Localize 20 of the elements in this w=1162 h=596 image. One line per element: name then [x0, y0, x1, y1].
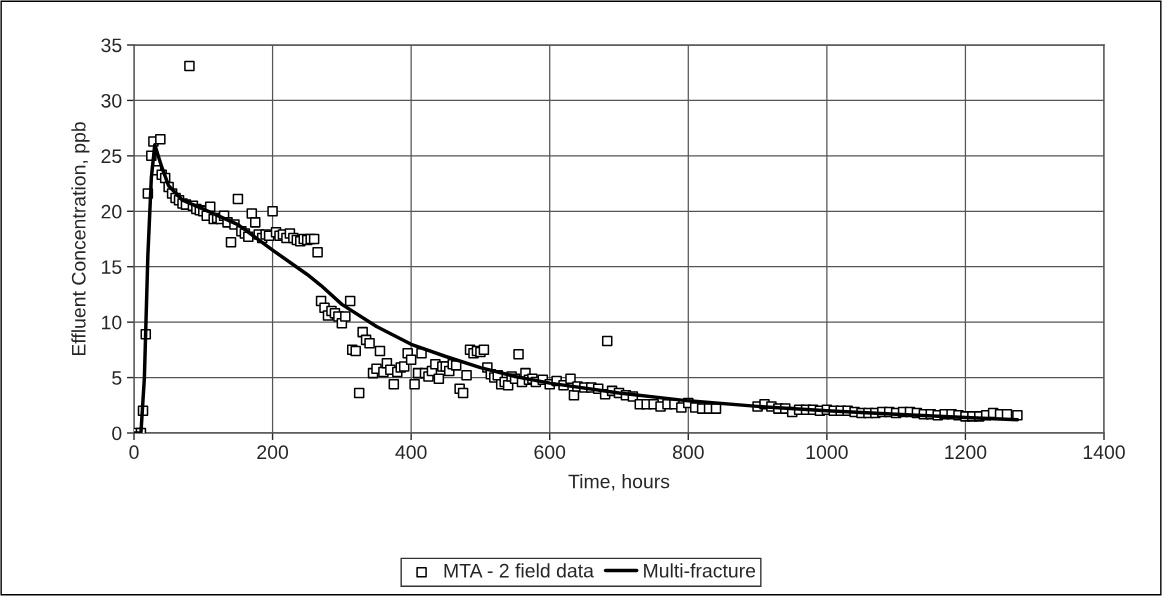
x-tick-label: 1000: [806, 445, 848, 460]
legend-label: MTA - 2 field data: [444, 563, 594, 578]
y-tick-label: 20: [101, 204, 122, 219]
x-tick-label: 200: [257, 445, 289, 460]
y-tick-label: 5: [112, 371, 122, 385]
x-tick-label: 600: [534, 445, 566, 460]
y-tick-label: 25: [101, 149, 122, 164]
y-tick-label: 35: [101, 38, 122, 53]
y-tick-label: 10: [102, 315, 122, 330]
x-tick-label: 400: [395, 445, 427, 460]
legend-label: Multi-fracture: [644, 563, 756, 578]
y-axis-title: Effluent Concentration, ppb: [71, 122, 90, 356]
x-tick-label: 800: [672, 445, 704, 460]
y-tick-label: 30: [101, 93, 122, 108]
x-tick-label: 1200: [945, 445, 987, 460]
x-tick-label: 1400: [1083, 445, 1125, 460]
y-tick-label: 0: [112, 426, 122, 441]
x-axis-title: Time, hours: [568, 474, 670, 491]
x-tick-label: 0: [129, 445, 139, 460]
y-tick-label: 15: [102, 260, 122, 274]
